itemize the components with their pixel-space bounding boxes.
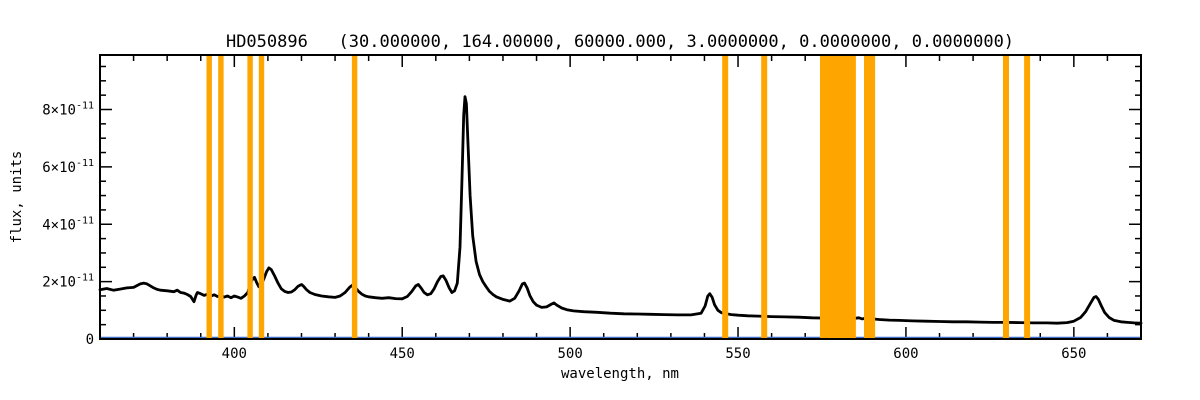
y-axis-label: flux, units: [9, 151, 25, 244]
x-tick-label: 450: [390, 346, 415, 362]
y-tick-label: 0: [86, 332, 94, 348]
masked-region: [864, 56, 876, 338]
masked-region: [1024, 56, 1031, 338]
plot-frame: [99, 54, 1142, 340]
masked-region: [1003, 56, 1009, 338]
x-axis-label: wavelength, nm: [561, 366, 679, 382]
plot-title: HD050896 (30.000000, 164.00000, 60000.00…: [226, 32, 1014, 52]
x-tick-label: 600: [893, 346, 918, 362]
x-tick-label: 400: [222, 346, 247, 362]
masked-region: [206, 56, 212, 338]
x-tick-label: 550: [725, 346, 750, 362]
masked-region: [351, 56, 358, 338]
plot-dynamic-layer: 400 450 500 550 600 65002×10-114×10-116×10-11…: [42, 54, 1143, 362]
masked-region: [820, 56, 856, 338]
masked-region: [761, 56, 768, 338]
masked-region: [258, 56, 265, 338]
x-tick-label: 650: [1061, 346, 1086, 362]
masked-region: [247, 56, 253, 338]
masked-region: [218, 56, 224, 338]
x-tick-label: 500: [557, 346, 582, 362]
masked-region: [722, 56, 729, 338]
